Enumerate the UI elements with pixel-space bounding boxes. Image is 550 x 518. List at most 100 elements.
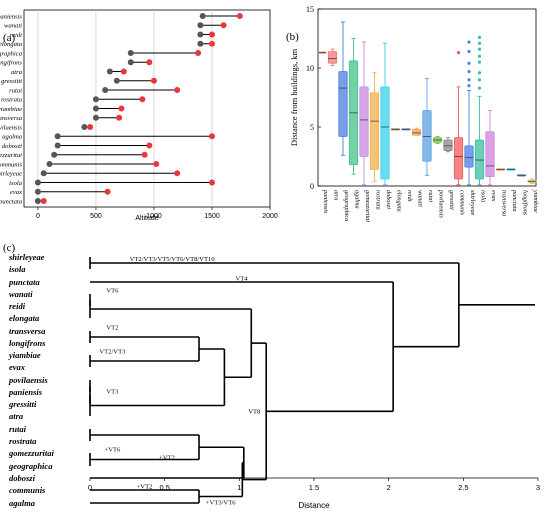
branch-annotation: +VT6	[104, 447, 121, 454]
max-point	[236, 13, 243, 19]
leaf-label: wanati	[9, 289, 33, 299]
min-point	[197, 40, 204, 47]
category-label: rostrata	[1, 97, 23, 104]
panel-a-label: (a)	[3, 32, 16, 44]
max-point	[87, 124, 94, 130]
category-label: longifrons	[522, 190, 529, 216]
x-tick-label: 0	[88, 483, 92, 492]
x-tick-label: 1000	[146, 213, 162, 220]
max-point	[146, 142, 153, 149]
box	[338, 71, 348, 137]
max-point	[153, 161, 160, 167]
box	[422, 110, 432, 162]
category-label: wanati	[417, 190, 424, 207]
y-tick-label: 5	[310, 123, 314, 132]
outlier-point	[477, 71, 482, 75]
max-point	[141, 151, 148, 158]
min-point	[199, 13, 206, 19]
category-label: yiambiae	[532, 189, 539, 213]
leaf-label: atra	[9, 411, 24, 421]
min-point	[197, 22, 204, 29]
category-label: yiambiae	[0, 106, 22, 113]
x-axis-title: Distance	[298, 501, 330, 510]
max-point	[120, 68, 127, 75]
panel-c-dendrogram: (c) 0 0.5 1 1.5 2 2.5 3 Distance shirleyeae isola p…	[3, 242, 540, 510]
leaf-label: doboszi	[9, 473, 36, 483]
panel-b-label: (b)	[286, 31, 299, 43]
category-label: isola	[9, 180, 23, 187]
leaf-label: elongata	[9, 313, 40, 323]
panel-b-box-plot: (b) 0 5 10 15 Distance from buildings, km pani…	[286, 5, 539, 222]
leaf-label: evax	[9, 362, 26, 372]
outlier-point	[467, 61, 471, 65]
category-label: rutai	[427, 190, 434, 202]
category-label: reidi	[10, 32, 22, 39]
y-tick-label: 10	[306, 64, 314, 73]
leaf-label: punctata	[8, 277, 40, 287]
min-point	[34, 198, 41, 204]
max-point	[195, 50, 202, 56]
category-label: paniensis	[322, 189, 329, 214]
outlier-point	[467, 40, 471, 44]
category-label: elongata	[396, 190, 403, 212]
branch-annotation: +VT3/VT6	[206, 500, 236, 507]
branch-annotation: VT2/VT3/VT5/VT6/VT8/VT10	[130, 256, 216, 263]
category-label: agalma	[2, 134, 22, 141]
category-label: rostrata	[375, 190, 382, 210]
box	[380, 86, 390, 180]
category-label: atra	[333, 190, 340, 200]
x-tick-label: 2000	[262, 213, 278, 220]
leaf-label: communis	[9, 485, 46, 495]
min-point	[34, 188, 41, 195]
category-label: punctata	[0, 198, 23, 205]
category-label: shirleyeae	[469, 190, 476, 216]
category-label: reidi	[406, 190, 413, 202]
min-point	[40, 170, 47, 177]
category-label: wanati	[4, 23, 22, 30]
box	[359, 86, 369, 157]
min-point	[92, 114, 99, 121]
branch-annotation: VT3	[106, 389, 119, 396]
min-point	[54, 142, 61, 149]
outlier-point	[456, 51, 461, 55]
branch-annotation: VT8	[248, 408, 261, 415]
x-tick-label: 1500	[204, 213, 220, 220]
max-point	[118, 105, 125, 112]
box	[327, 51, 338, 64]
x-tick-label: 1	[237, 483, 241, 492]
max-point	[208, 31, 215, 38]
x-tick-label: 500	[90, 213, 102, 220]
min-point	[127, 59, 134, 66]
branch-annotation: VT4	[236, 276, 249, 283]
outlier-point	[477, 47, 482, 51]
category-label: povilaensis	[0, 124, 22, 131]
min-point	[102, 87, 109, 93]
min-point	[46, 161, 53, 167]
category-label: transversa	[0, 115, 23, 122]
max-point	[104, 188, 111, 195]
category-label: punctata	[511, 189, 518, 212]
box	[474, 139, 485, 180]
x-tick-label: 2.5	[458, 483, 468, 492]
category-label: shirleyeae	[0, 171, 22, 178]
min-point	[106, 68, 113, 75]
category-label: paniensis	[0, 13, 22, 20]
max-point	[220, 22, 227, 29]
leaf-label: gressitti	[8, 399, 37, 409]
branch-annotation: VT2	[106, 325, 118, 332]
leaf-label: paniensis	[8, 387, 43, 397]
y-tick-label: 15	[306, 5, 314, 14]
category-label: geographica	[0, 50, 23, 57]
leaf-label: rostrata	[9, 436, 37, 446]
min-point	[197, 31, 204, 38]
leaf-label: isola	[9, 264, 26, 274]
outlier-point	[477, 35, 482, 39]
box	[411, 128, 422, 136]
max-point	[208, 40, 215, 47]
plot-frame	[317, 8, 537, 187]
leaf-label: rutai	[9, 424, 27, 434]
x-tick-label: 0	[36, 213, 40, 220]
x-tick-label: 3	[536, 483, 540, 492]
plot-frame	[23, 9, 271, 208]
